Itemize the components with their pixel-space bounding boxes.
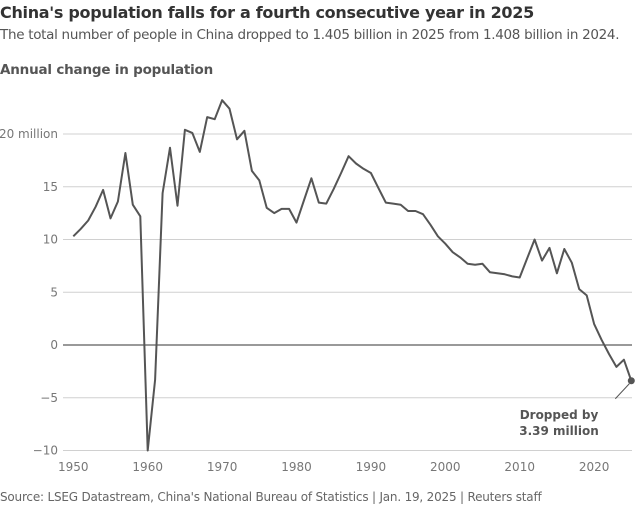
x-tick-label: 1980 bbox=[281, 460, 312, 474]
y-tick-label: 20 million bbox=[0, 127, 58, 141]
x-tick-label: 1970 bbox=[207, 460, 238, 474]
x-tick-label: 1950 bbox=[58, 460, 89, 474]
series-line bbox=[72, 99, 633, 452]
y-tick-label: −10 bbox=[33, 444, 58, 458]
y-tick-label: 10 bbox=[43, 233, 58, 247]
y-tick-label: 0 bbox=[50, 338, 58, 352]
y-tick-label: 5 bbox=[50, 285, 58, 299]
chart-title: China's population falls for a fourth co… bbox=[0, 3, 534, 22]
x-tick-label: 1990 bbox=[356, 460, 387, 474]
y-axis-label: Annual change in population bbox=[0, 62, 214, 78]
y-tick-label: 15 bbox=[43, 180, 58, 194]
annotation-line2: 3.39 million bbox=[519, 424, 599, 438]
chart-subtitle: The total number of people in China drop… bbox=[0, 27, 620, 43]
annotation-line1: Dropped by bbox=[520, 408, 599, 422]
y-tick-label: −5 bbox=[40, 391, 58, 405]
x-tick-label: 2010 bbox=[504, 460, 535, 474]
last-data-point bbox=[627, 377, 635, 385]
source-note: Source: LSEG Datastream, China's Nationa… bbox=[0, 490, 542, 504]
annotation-leader-line bbox=[614, 383, 630, 400]
x-tick-label: 2000 bbox=[430, 460, 461, 474]
x-tick-label: 2020 bbox=[579, 460, 610, 474]
x-tick-label: 1960 bbox=[132, 460, 163, 474]
